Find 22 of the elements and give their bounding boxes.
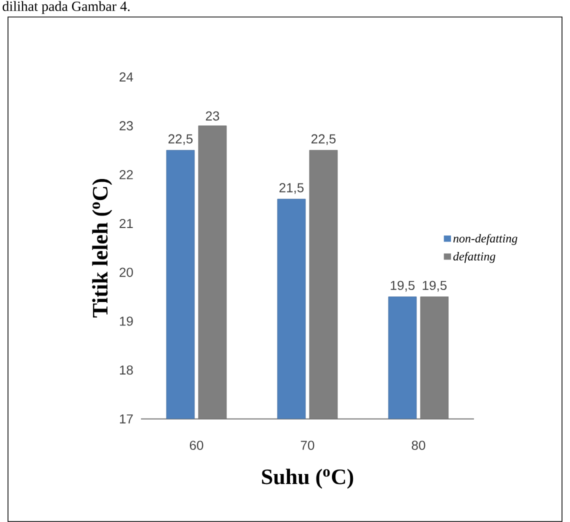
y-tick-label: 24 xyxy=(120,72,134,82)
data-label: 22,5 xyxy=(311,134,336,145)
y-tick-label: 23 xyxy=(120,121,133,130)
y-tick-label: 19 xyxy=(120,316,133,326)
data-label: 19,5 xyxy=(390,280,415,292)
y-tick-label: 21 xyxy=(120,218,133,228)
y-axis-title: Titik leleh ($^{o}$C) xyxy=(92,178,112,318)
data-label: 22,5 xyxy=(168,134,193,145)
x-axis-title: Suhu ($^{o}$C) xyxy=(262,468,354,489)
legend-label: non-defatting xyxy=(453,234,518,245)
data-label: 23 xyxy=(206,111,220,121)
y-tick-label: 22 xyxy=(120,170,133,180)
y-tick-label: 20 xyxy=(120,268,133,277)
legend-label: defatting xyxy=(453,252,496,263)
data-label: 19,5 xyxy=(422,280,447,292)
x-tick-label: 70 xyxy=(300,440,314,450)
y-tick-label: 17 xyxy=(120,414,133,424)
text: dilihat pada Gambar 4. xyxy=(2,1,130,14)
data-label: 21,5 xyxy=(279,183,304,194)
x-tick-label: 80 xyxy=(412,440,426,450)
y-tick-label: 18 xyxy=(120,365,133,375)
x-tick-label: 60 xyxy=(190,440,204,450)
